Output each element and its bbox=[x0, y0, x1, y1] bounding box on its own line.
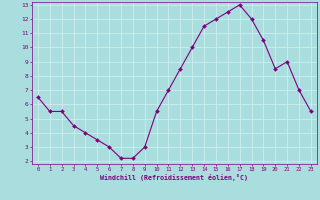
X-axis label: Windchill (Refroidissement éolien,°C): Windchill (Refroidissement éolien,°C) bbox=[100, 174, 248, 181]
